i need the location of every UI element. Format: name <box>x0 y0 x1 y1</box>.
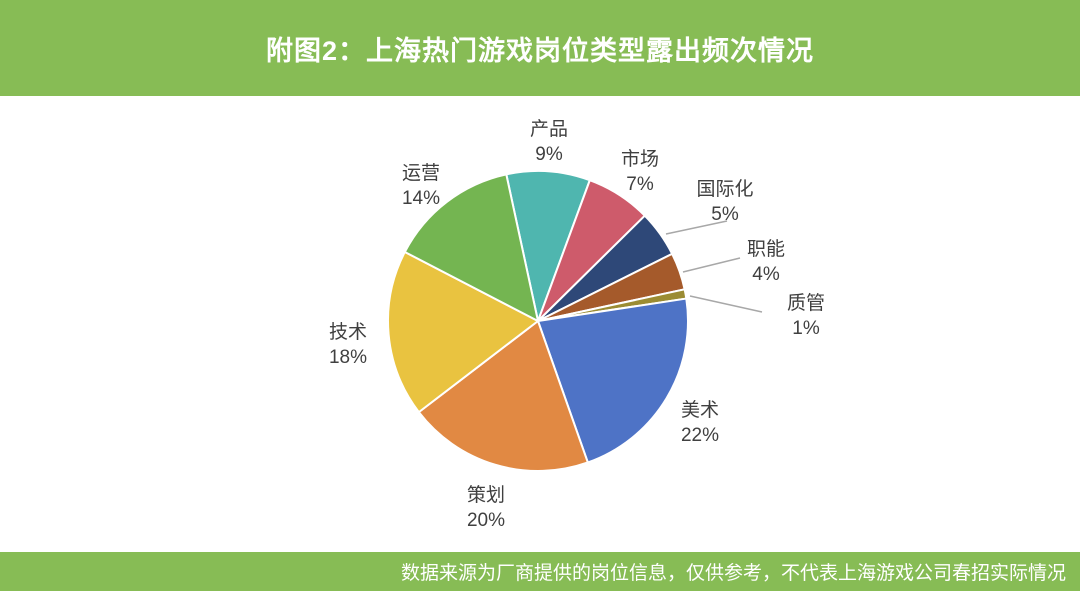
footer-bar: 数据来源为厂商提供的岗位信息，仅供参考，不代表上海游戏公司春招实际情况 <box>0 552 1080 591</box>
pie-label-name: 市场 <box>620 149 660 170</box>
chart-area: 产品 9% 市场 7% 国际化 5% 职能 4% 质管 1% 美术 22% 策划 20% 技术 18% 运营 14… <box>0 96 1080 552</box>
header-bar: 附图2：上海热门游戏岗位类型露出频次情况 <box>0 0 1080 96</box>
data-source-note: 数据来源为厂商提供的岗位信息，仅供参考，不代表上海游戏公司春招实际情况 <box>400 563 1066 584</box>
pie-label-name: 产品 <box>529 119 569 140</box>
pie-label-4: 质管 1% <box>787 291 825 341</box>
leader-line-2 <box>665 220 728 235</box>
pie-label-name: 国际化 <box>696 179 754 200</box>
pie-label-0: 产品 9% <box>530 117 568 167</box>
pie-label-value: 14% <box>401 188 441 209</box>
pie-label-value: 9% <box>535 144 563 165</box>
pie-label-value: 20% <box>466 510 506 531</box>
pie-label-name: 美术 <box>680 400 719 421</box>
pie-label-value: 4% <box>752 264 780 285</box>
pie-chart <box>387 170 763 472</box>
pie-label-value: 22% <box>680 425 720 446</box>
chart-title: 附图2：上海热门游戏岗位类型露出频次情况 <box>265 35 814 66</box>
pie-label-3: 职能 4% <box>747 237 785 287</box>
pie-label-value: 18% <box>328 347 368 368</box>
pie-label-2: 国际化 5% <box>696 177 753 227</box>
pie-label-7: 技术 18% <box>329 320 367 370</box>
pie-slice-5 <box>537 297 689 464</box>
pie-label-5: 美术 22% <box>681 398 719 448</box>
pie-label-name: 职能 <box>746 239 786 260</box>
pie-label-6: 策划 20% <box>467 483 505 533</box>
pie-label-name: 策划 <box>466 485 505 506</box>
pie-label-value: 1% <box>792 318 820 339</box>
pie-slice-8 <box>403 173 539 322</box>
leader-line-4 <box>689 295 763 313</box>
leader-line-3 <box>682 257 741 273</box>
pie-slice-7 <box>387 250 539 414</box>
pie-label-1: 市场 7% <box>621 147 659 197</box>
pie-label-name: 运营 <box>401 163 440 184</box>
pie-slice-0 <box>505 170 591 322</box>
pie-label-8: 运营 14% <box>402 161 440 211</box>
pie-slice-6 <box>417 320 589 472</box>
pie-label-name: 技术 <box>328 322 367 343</box>
pie-label-value: 5% <box>711 204 739 225</box>
pie-label-name: 质管 <box>786 293 826 314</box>
pie-label-value: 7% <box>626 174 654 195</box>
